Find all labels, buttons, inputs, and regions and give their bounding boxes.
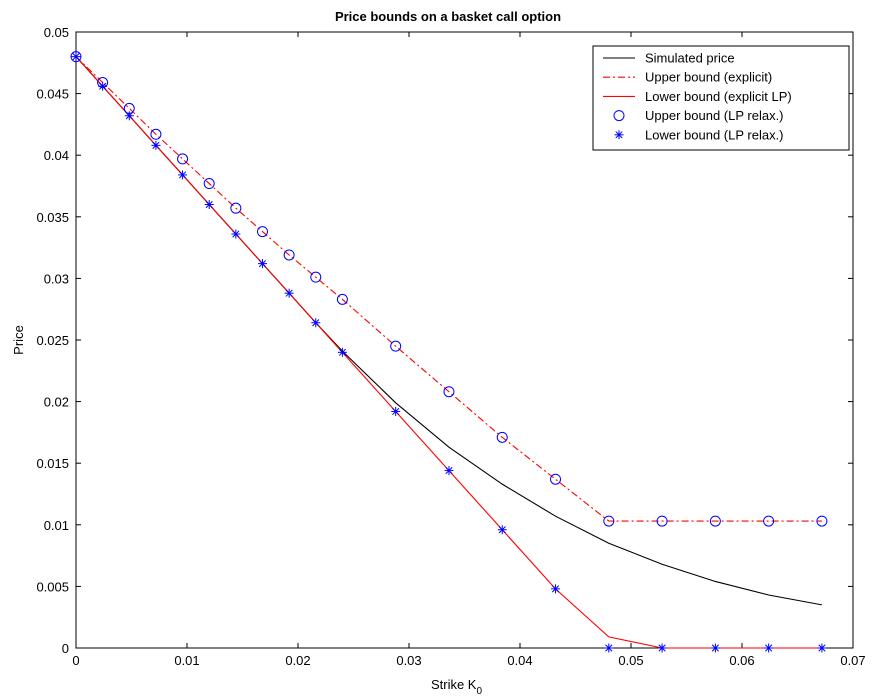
- point-lower-bound-lp-relax: [151, 140, 161, 150]
- star-stroke: [178, 171, 187, 179]
- point-upper-bound-lp-relax: [256, 226, 268, 238]
- axis-ticks: 0 0.01 0.02 0.03 0.04 0.05 0.06 0.07 0 0.005 0.01 0…: [36, 25, 865, 668]
- legend-label-upper-bound-explicit: Upper bound (explicit): [645, 70, 772, 85]
- star-stroke: [765, 644, 773, 652]
- star-stroke: [711, 644, 719, 652]
- y-tick-label: 0.025: [36, 333, 69, 348]
- x-axis-label-main: Strike K: [431, 677, 477, 692]
- point-upper-bound-lp-relax: [496, 431, 508, 443]
- legend-label-lower-bound-explicit-lp: Lower bound (explicit LP): [645, 89, 792, 104]
- x-tick-label: 0: [72, 653, 79, 668]
- point-upper-bound-lp-relax: [443, 386, 455, 398]
- point-lower-bound-lp-relax: [178, 170, 188, 180]
- y-tick-label: 0.03: [44, 271, 69, 286]
- y-tick-label: 0.04: [44, 148, 69, 163]
- point-lower-bound-lp-relax: [551, 584, 561, 594]
- legend-label-simulated-price: Simulated price: [645, 51, 735, 66]
- point-upper-bound-lp-relax: [603, 515, 615, 527]
- star-stroke: [658, 644, 666, 652]
- star-stroke: [152, 141, 160, 149]
- point-lower-bound-lp-relax: [231, 229, 241, 239]
- series-line-lower-bound-explicit-lp: [75, 56, 822, 649]
- y-tick-label: 0.05: [44, 25, 69, 40]
- star-stroke: [72, 53, 80, 61]
- point-upper-bound-lp-relax: [203, 178, 215, 190]
- y-axis-label: Price: [11, 325, 26, 355]
- x-tick-label: 0.07: [840, 653, 865, 668]
- star-stroke: [445, 466, 453, 475]
- y-tick-label: 0: [62, 641, 69, 656]
- y-tick-label: 0.045: [36, 87, 69, 102]
- point-upper-bound-lp-relax: [230, 202, 242, 214]
- point-lower-bound-lp-relax: [444, 466, 454, 476]
- point-lower-bound-lp-relax: [204, 199, 214, 209]
- star-stroke: [125, 112, 133, 120]
- point-upper-bound-lp-relax: [550, 473, 562, 485]
- point-upper-bound-lp-relax: [390, 340, 402, 352]
- y-tick-label: 0.02: [44, 395, 69, 410]
- chart-legend: Simulated price Upper bound (explicit) Low…: [592, 45, 850, 151]
- series-line-upper-bound-explicit: [75, 56, 822, 522]
- point-upper-bound-lp-relax: [763, 515, 775, 527]
- star-stroke: [498, 526, 506, 534]
- series-layer: [70, 51, 828, 653]
- point-upper-bound-lp-relax: [177, 153, 189, 165]
- star-stroke: [258, 260, 267, 268]
- x-tick-label: 0.06: [729, 653, 754, 668]
- point-upper-bound-lp-relax: [816, 515, 828, 527]
- star-stroke: [338, 348, 346, 356]
- legend-label-lower-bound-lp-relax: Lower bound (LP relax.): [645, 127, 784, 142]
- point-upper-bound-lp-relax: [283, 249, 295, 261]
- point-lower-bound-lp-relax: [391, 406, 401, 416]
- point-upper-bound-lp-relax: [150, 128, 162, 140]
- x-tick-label: 0.05: [618, 653, 643, 668]
- point-lower-bound-lp-relax: [710, 643, 720, 653]
- legend-box: [592, 45, 850, 151]
- point-upper-bound-lp-relax: [336, 293, 348, 305]
- point-lower-bound-lp-relax: [257, 259, 267, 269]
- x-tick-label: 0.04: [507, 653, 532, 668]
- x-axis-label-subscript: 0: [476, 686, 482, 697]
- x-tick-label: 0.01: [174, 653, 199, 668]
- legend-swatch-upper-bound-lp-relax: [613, 110, 625, 122]
- point-lower-bound-lp-relax: [71, 52, 81, 62]
- point-upper-bound-lp-relax: [709, 515, 721, 527]
- star-stroke: [392, 407, 400, 416]
- point-lower-bound-lp-relax: [497, 525, 507, 535]
- star-stroke: [615, 131, 623, 139]
- y-tick-label: 0.005: [36, 579, 69, 594]
- point-lower-bound-lp-relax: [311, 318, 321, 328]
- point-upper-bound-lp-relax: [656, 515, 668, 527]
- point-lower-bound-lp-relax: [98, 81, 108, 91]
- star-stroke: [551, 585, 560, 593]
- legend-swatch-lower-bound-lp-relax: [614, 130, 624, 140]
- star-stroke: [205, 200, 213, 209]
- star-stroke: [99, 82, 107, 90]
- point-lower-bound-lp-relax: [817, 643, 827, 653]
- legend-label-upper-bound-lp-relax: Upper bound (LP relax.): [645, 108, 784, 123]
- point-lower-bound-lp-relax: [284, 288, 294, 298]
- point-lower-bound-lp-relax: [337, 347, 347, 357]
- star-stroke: [312, 319, 320, 327]
- y-tick-label: 0.035: [36, 210, 69, 225]
- x-axis-label: Strike K0: [431, 677, 483, 697]
- chart-title: Price bounds on a basket call option: [335, 9, 561, 24]
- x-tick-label: 0.03: [396, 653, 421, 668]
- point-lower-bound-lp-relax: [604, 643, 614, 653]
- point-lower-bound-lp-relax: [657, 643, 667, 653]
- x-tick-label: 0.02: [285, 653, 310, 668]
- point-upper-bound-lp-relax: [70, 51, 82, 63]
- star-stroke: [285, 289, 293, 297]
- y-tick-label: 0.01: [44, 518, 69, 533]
- point-upper-bound-lp-relax: [310, 271, 322, 283]
- star-stroke: [818, 644, 826, 652]
- y-tick-label: 0.015: [36, 456, 69, 471]
- star-stroke: [232, 230, 240, 238]
- point-lower-bound-lp-relax: [764, 643, 774, 653]
- star-stroke: [605, 644, 613, 652]
- point-lower-bound-lp-relax: [124, 111, 134, 121]
